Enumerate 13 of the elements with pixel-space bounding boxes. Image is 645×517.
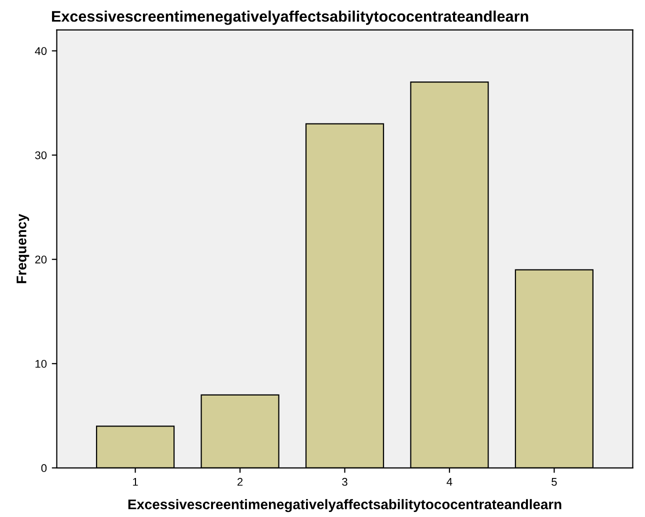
y-tick-label: 10 <box>36 360 47 368</box>
x-tick-label: 4 <box>446 478 452 486</box>
x-tick-label: 3 <box>342 478 348 486</box>
x-tick-label: 1 <box>133 478 138 486</box>
y-tick-label: 30 <box>35 151 47 160</box>
x-axis-title: Excessivescreentimenegativelyaffectsabilitytococentrateandlearn <box>128 499 562 512</box>
y-tick-label: 40 <box>34 47 47 55</box>
y-axis-title: Frequency <box>16 214 30 284</box>
x-tick-label: 2 <box>238 478 243 486</box>
y-tick-label: 0 <box>41 464 47 472</box>
x-tick-label: 5 <box>552 478 557 486</box>
chart-title: Excessivescreentimenegativelyaffectsabilitytococentrateandlearn <box>52 10 528 25</box>
y-tick-label: 20 <box>35 256 47 264</box>
